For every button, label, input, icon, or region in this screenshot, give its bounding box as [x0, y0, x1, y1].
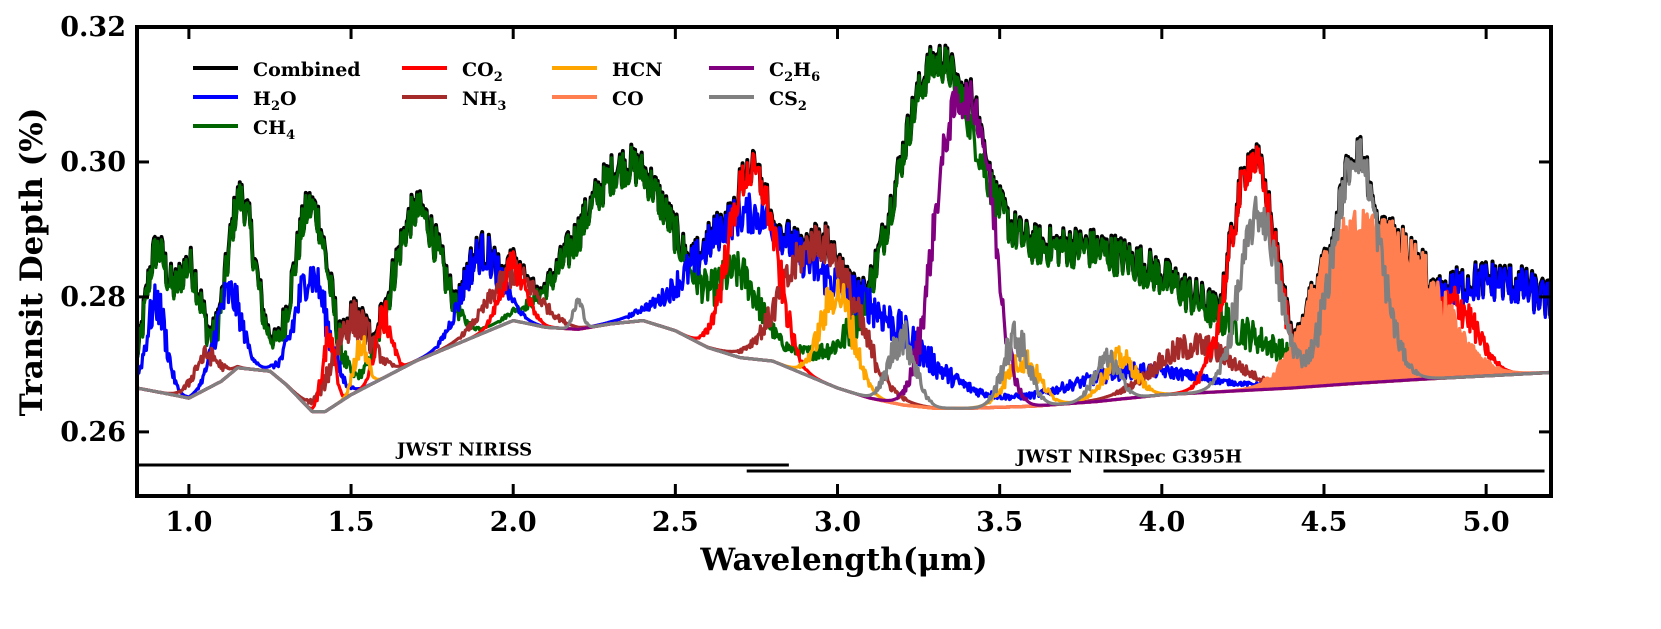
- instrument-label: JWST NIRISS: [395, 440, 532, 461]
- y-tick-label: 0.32: [60, 12, 126, 43]
- legend-label: NH3: [462, 88, 506, 114]
- legend-label: H2O: [253, 88, 297, 114]
- x-axis: 1.0 1.5 2.0 2.5 3.0 3.5 4.0 4.5 5.0: [165, 27, 1510, 538]
- plot-frame: [135, 25, 1553, 498]
- x-tick-label: 2.0: [490, 507, 537, 538]
- plot-area: [137, 43, 1551, 414]
- x-tick-label: 5.0: [1463, 507, 1510, 538]
- legend-label: CS2: [769, 88, 807, 114]
- y-tick-label: 0.28: [60, 282, 126, 313]
- legend-label: C2H6: [769, 59, 820, 85]
- instrument-bands: JWST NIRISS JWST NIRSpec G395H: [137, 440, 1545, 473]
- y-axis-title: Transit Depth (%): [14, 108, 50, 417]
- x-tick-label: 4.5: [1300, 507, 1347, 538]
- x-tick-label: 1.0: [165, 507, 212, 538]
- legend-label: CO: [612, 88, 644, 110]
- y-axis: 0.26 0.28 0.30 0.32: [60, 12, 1551, 448]
- legend-label: HCN: [612, 59, 662, 81]
- series-line-cs2: [137, 138, 1551, 414]
- x-tick-label: 1.5: [328, 507, 375, 538]
- legend: Combined H2O CH4 CO2 NH3 HCN CO C2H6 CS2: [193, 59, 820, 143]
- y-tick-label: 0.26: [60, 417, 126, 448]
- x-tick-label: 4.0: [1138, 507, 1185, 538]
- x-tick-label: 2.5: [652, 507, 699, 538]
- y-tick-label: 0.30: [60, 147, 126, 178]
- legend-label: CH4: [253, 117, 295, 143]
- instrument-label: JWST NIRSpec G395H: [1015, 446, 1242, 467]
- x-axis-title: Wavelength(μm): [699, 542, 987, 578]
- x-tick-label: 3.5: [976, 507, 1023, 538]
- x-tick-label: 3.0: [814, 507, 861, 538]
- legend-label: Combined: [253, 59, 361, 81]
- legend-label: CO2: [462, 59, 503, 85]
